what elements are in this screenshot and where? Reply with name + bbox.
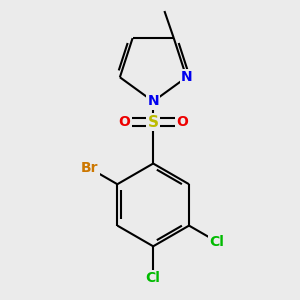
Text: S: S xyxy=(148,115,159,130)
Text: Cl: Cl xyxy=(146,271,160,285)
Text: Cl: Cl xyxy=(209,235,224,248)
Text: N: N xyxy=(181,70,192,84)
Text: N: N xyxy=(147,94,159,109)
Text: Br: Br xyxy=(81,161,98,175)
Text: O: O xyxy=(176,115,188,129)
Text: O: O xyxy=(118,115,130,129)
